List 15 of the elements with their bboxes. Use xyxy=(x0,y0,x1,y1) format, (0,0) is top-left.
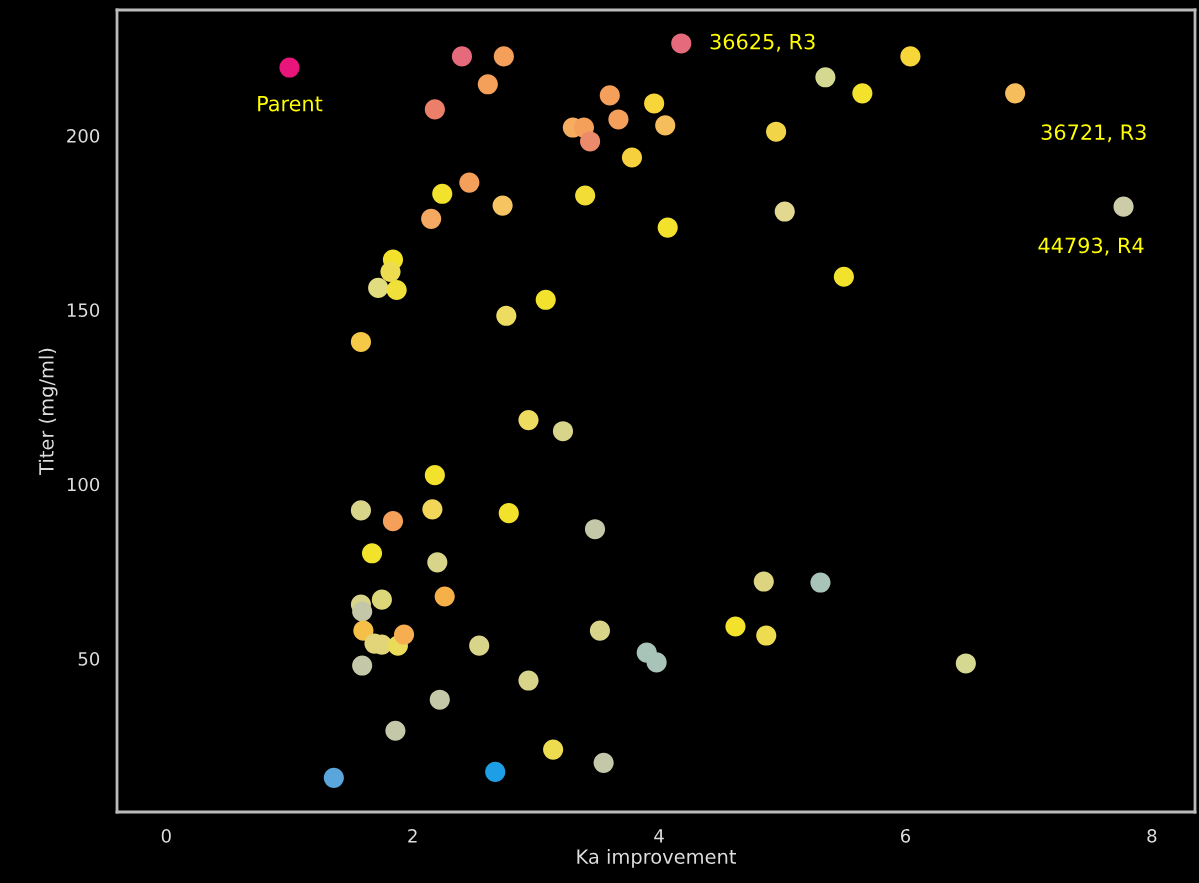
annotation: Parent xyxy=(258,95,323,112)
annotation: 44793, R4 xyxy=(1038,237,1144,256)
x-tick-label: 0 xyxy=(161,828,171,843)
y-tick-label: 150 xyxy=(67,303,100,317)
x-tick-label: 6 xyxy=(901,828,911,843)
y-tick-label: 100 xyxy=(67,477,100,492)
annotation: 36721, R3 xyxy=(1041,124,1146,143)
x-axis-title: Ka improvement xyxy=(577,848,737,868)
y-tick-label: 50 xyxy=(78,652,100,666)
y-tick-label: 200 xyxy=(67,128,100,143)
y-axis-title: Titer (mg/ml) xyxy=(38,348,58,475)
x-tick-label: 4 xyxy=(654,829,664,843)
x-tick-label: 2 xyxy=(408,828,417,843)
x-tick-label: 8 xyxy=(1147,828,1157,843)
annotation: 36625, R3 xyxy=(710,33,815,52)
